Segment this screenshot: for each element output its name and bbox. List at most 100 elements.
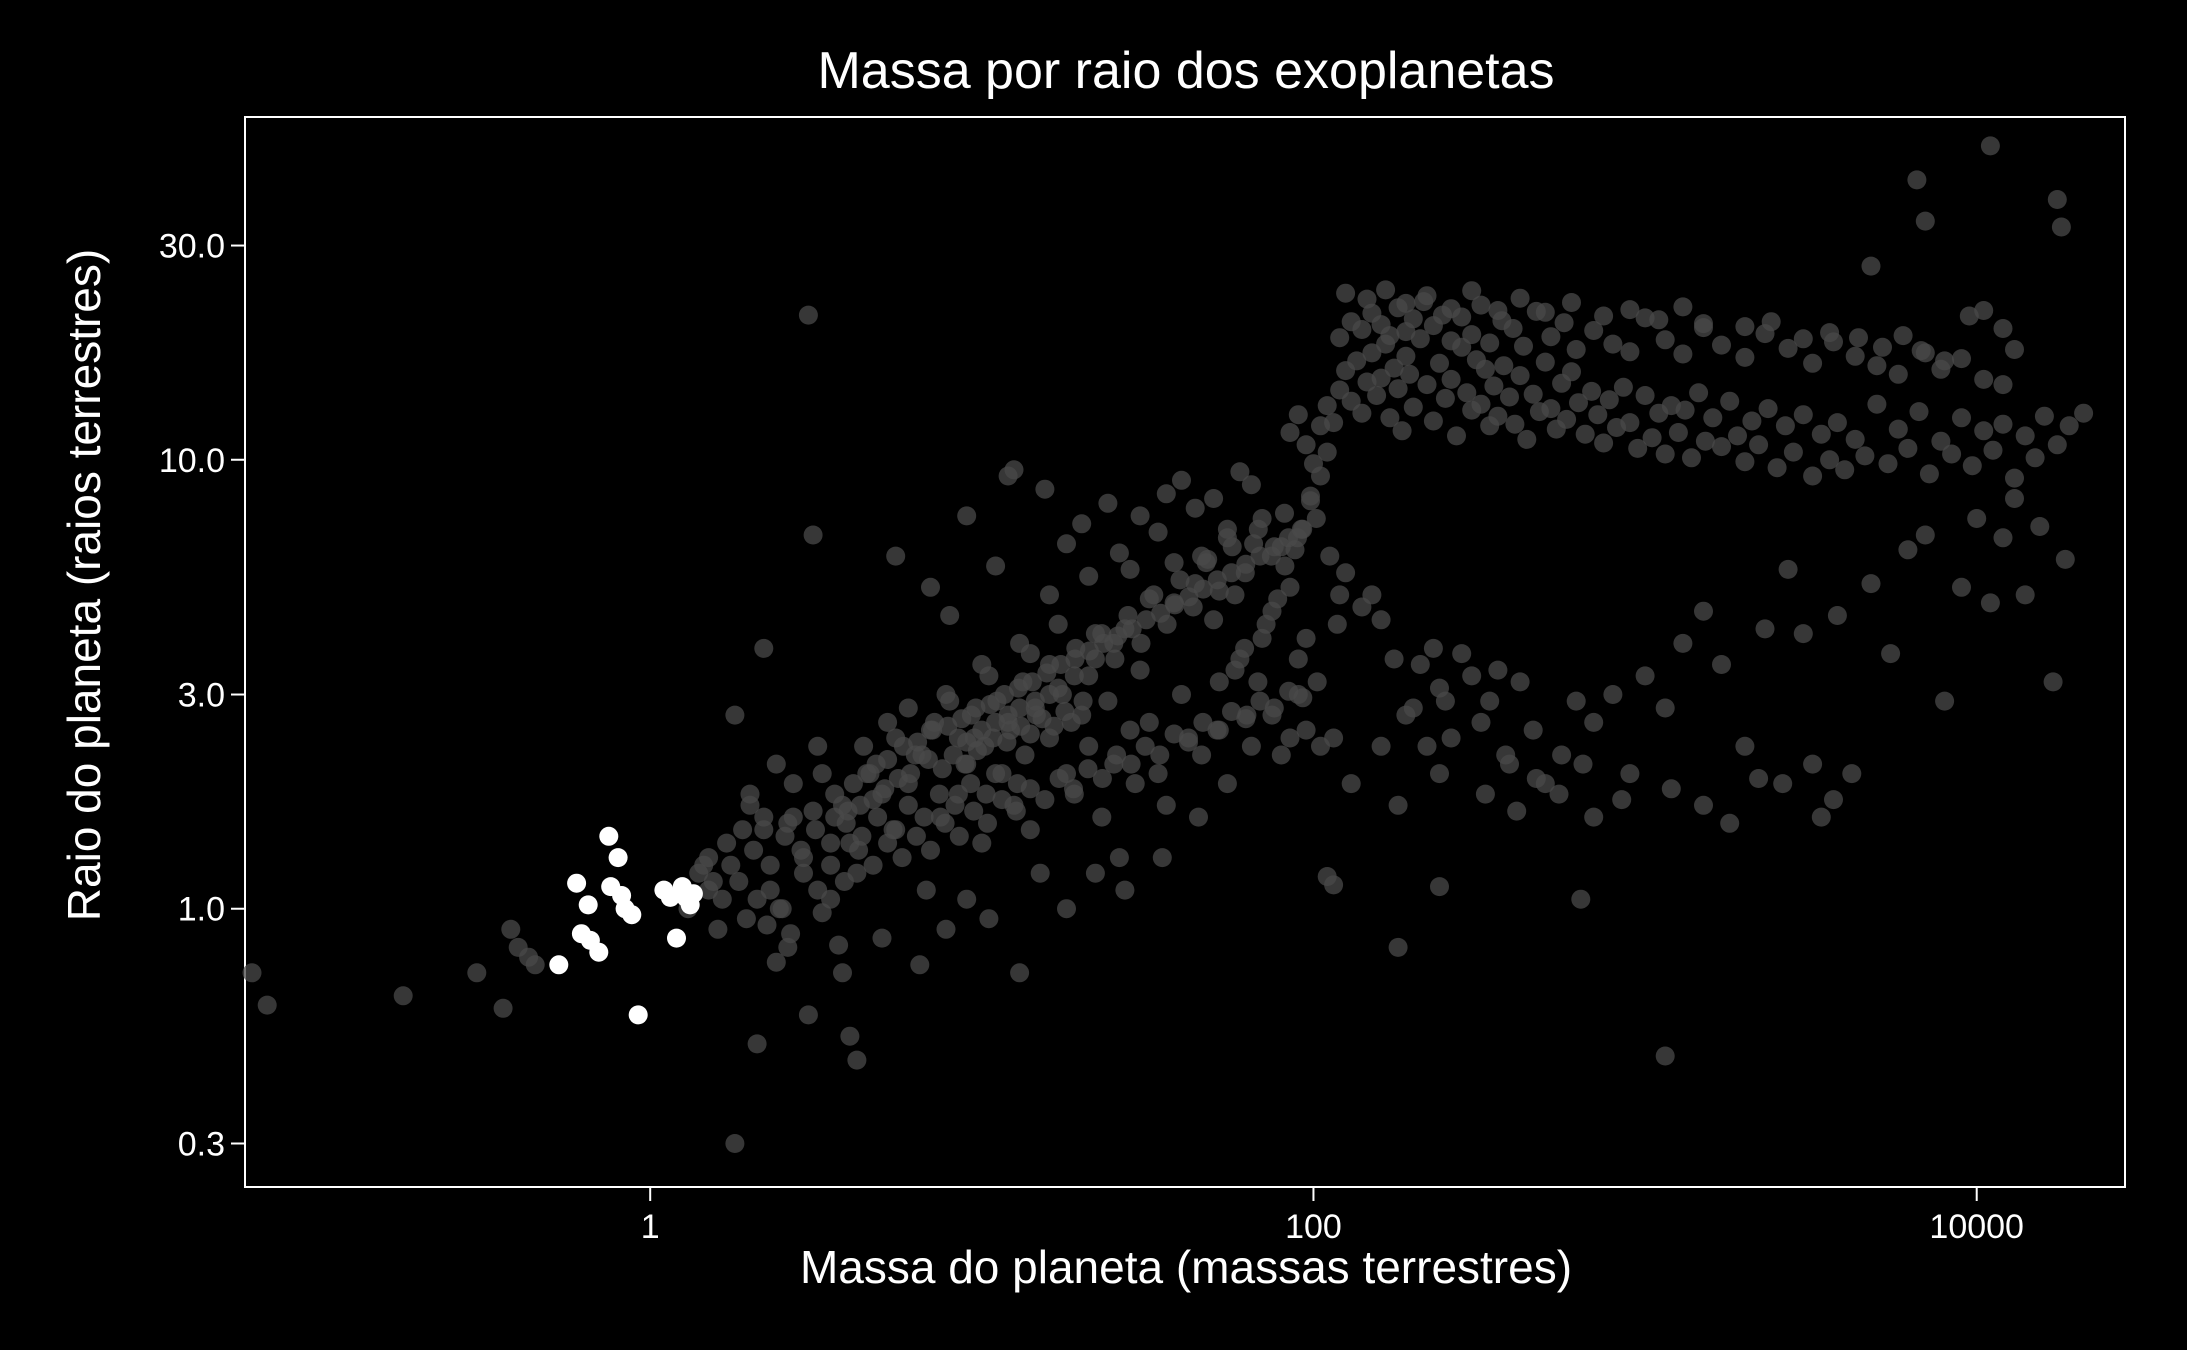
data-point: [1447, 426, 1466, 446]
data-point: [921, 840, 940, 860]
data-point: [775, 826, 795, 846]
data-point: [1065, 649, 1085, 669]
data-point: [921, 577, 940, 597]
data-point: [1256, 614, 1276, 634]
data-point: [1324, 875, 1344, 895]
data-point: [1336, 563, 1356, 583]
data-point: [2025, 448, 2045, 468]
data-point: [2005, 468, 2024, 488]
data-point: [1307, 672, 1327, 692]
data-point: [1306, 509, 1326, 528]
x-axis-label: Massa do planeta (massas terrestres): [800, 1241, 1572, 1293]
data-point: [952, 709, 972, 729]
data-point: [1620, 764, 1640, 784]
data-point: [1484, 376, 1504, 396]
data-point: [1549, 784, 1569, 804]
data-point: [257, 995, 277, 1015]
data-point: [1120, 720, 1140, 740]
data-point: [766, 952, 786, 972]
data-point: [1694, 314, 1713, 334]
data-point: [1423, 411, 1443, 431]
y-tick-label: 3.0: [178, 677, 225, 715]
data-point: [1207, 570, 1227, 590]
data-point: [717, 833, 737, 853]
data-point: [1494, 356, 1514, 376]
data-point: [1620, 342, 1640, 362]
data-point: [1020, 779, 1040, 799]
data-point: [1327, 614, 1347, 634]
data-point: [1728, 426, 1747, 446]
data-point: [1535, 352, 1555, 372]
data-point: [2005, 340, 2024, 359]
data-point: [1241, 475, 1261, 495]
data-point: [1507, 801, 1527, 821]
data-point: [1712, 437, 1731, 457]
data-point: [1230, 462, 1250, 482]
data-point: [1423, 638, 1443, 658]
data-point: [1347, 351, 1367, 371]
data-point: [1020, 724, 1040, 744]
y-tick-label: 1.0: [178, 891, 225, 929]
data-point: [986, 556, 1006, 576]
data-point: [1510, 672, 1530, 692]
data-point: [1749, 769, 1769, 788]
data-point: [878, 750, 898, 769]
data-point: [712, 889, 732, 909]
data-point: [812, 764, 832, 784]
data-point: [1613, 377, 1633, 397]
data-point: [1783, 442, 1803, 462]
data-point: [1098, 691, 1118, 711]
data-point: [1144, 585, 1164, 605]
data-point: [1584, 712, 1604, 732]
data-point: [1695, 431, 1715, 451]
data-point: [1462, 666, 1482, 686]
data-point: [843, 774, 863, 794]
data-point: [1020, 644, 1040, 664]
data-point: [932, 759, 952, 779]
data-point: [1628, 438, 1648, 458]
data-point: [1655, 444, 1675, 464]
data-point: [1462, 281, 1482, 301]
data-point: [840, 1026, 860, 1046]
data-point: [493, 998, 513, 1018]
data-point: [1271, 745, 1291, 765]
data-point: [599, 826, 619, 846]
data-point: [2043, 672, 2063, 692]
data-point: [914, 807, 934, 827]
y-tick-label: 10.0: [159, 442, 225, 480]
data-point: [1503, 319, 1523, 338]
data-point: [1655, 330, 1675, 350]
data-point: [1720, 813, 1740, 833]
data-point: [1827, 413, 1847, 433]
data-point: [997, 732, 1017, 752]
data-point: [888, 769, 908, 788]
data-point: [1209, 672, 1229, 692]
data-point: [747, 1034, 767, 1054]
data-point: [806, 820, 825, 840]
data-point: [781, 924, 801, 944]
data-point: [1139, 712, 1159, 732]
data-point: [1293, 519, 1313, 539]
data-point: [860, 764, 880, 784]
data-point: [1942, 444, 1962, 464]
series-highlighted: [549, 826, 703, 1025]
data-point: [1317, 396, 1337, 416]
data-point: [1673, 297, 1693, 317]
data-point: [1388, 379, 1408, 399]
data-point: [578, 895, 598, 915]
data-point: [1311, 736, 1330, 756]
data-point: [1635, 386, 1655, 405]
data-point: [2059, 416, 2079, 436]
data-point: [1403, 698, 1423, 718]
data-point: [957, 506, 977, 526]
data-point: [1164, 553, 1184, 573]
data-point: [812, 903, 832, 923]
data-point: [1078, 759, 1098, 779]
data-point: [1148, 764, 1168, 784]
data-point: [1225, 660, 1245, 680]
data-point: [393, 986, 413, 1006]
data-point: [972, 833, 992, 853]
data-point: [721, 855, 741, 875]
data-point: [1121, 754, 1141, 774]
